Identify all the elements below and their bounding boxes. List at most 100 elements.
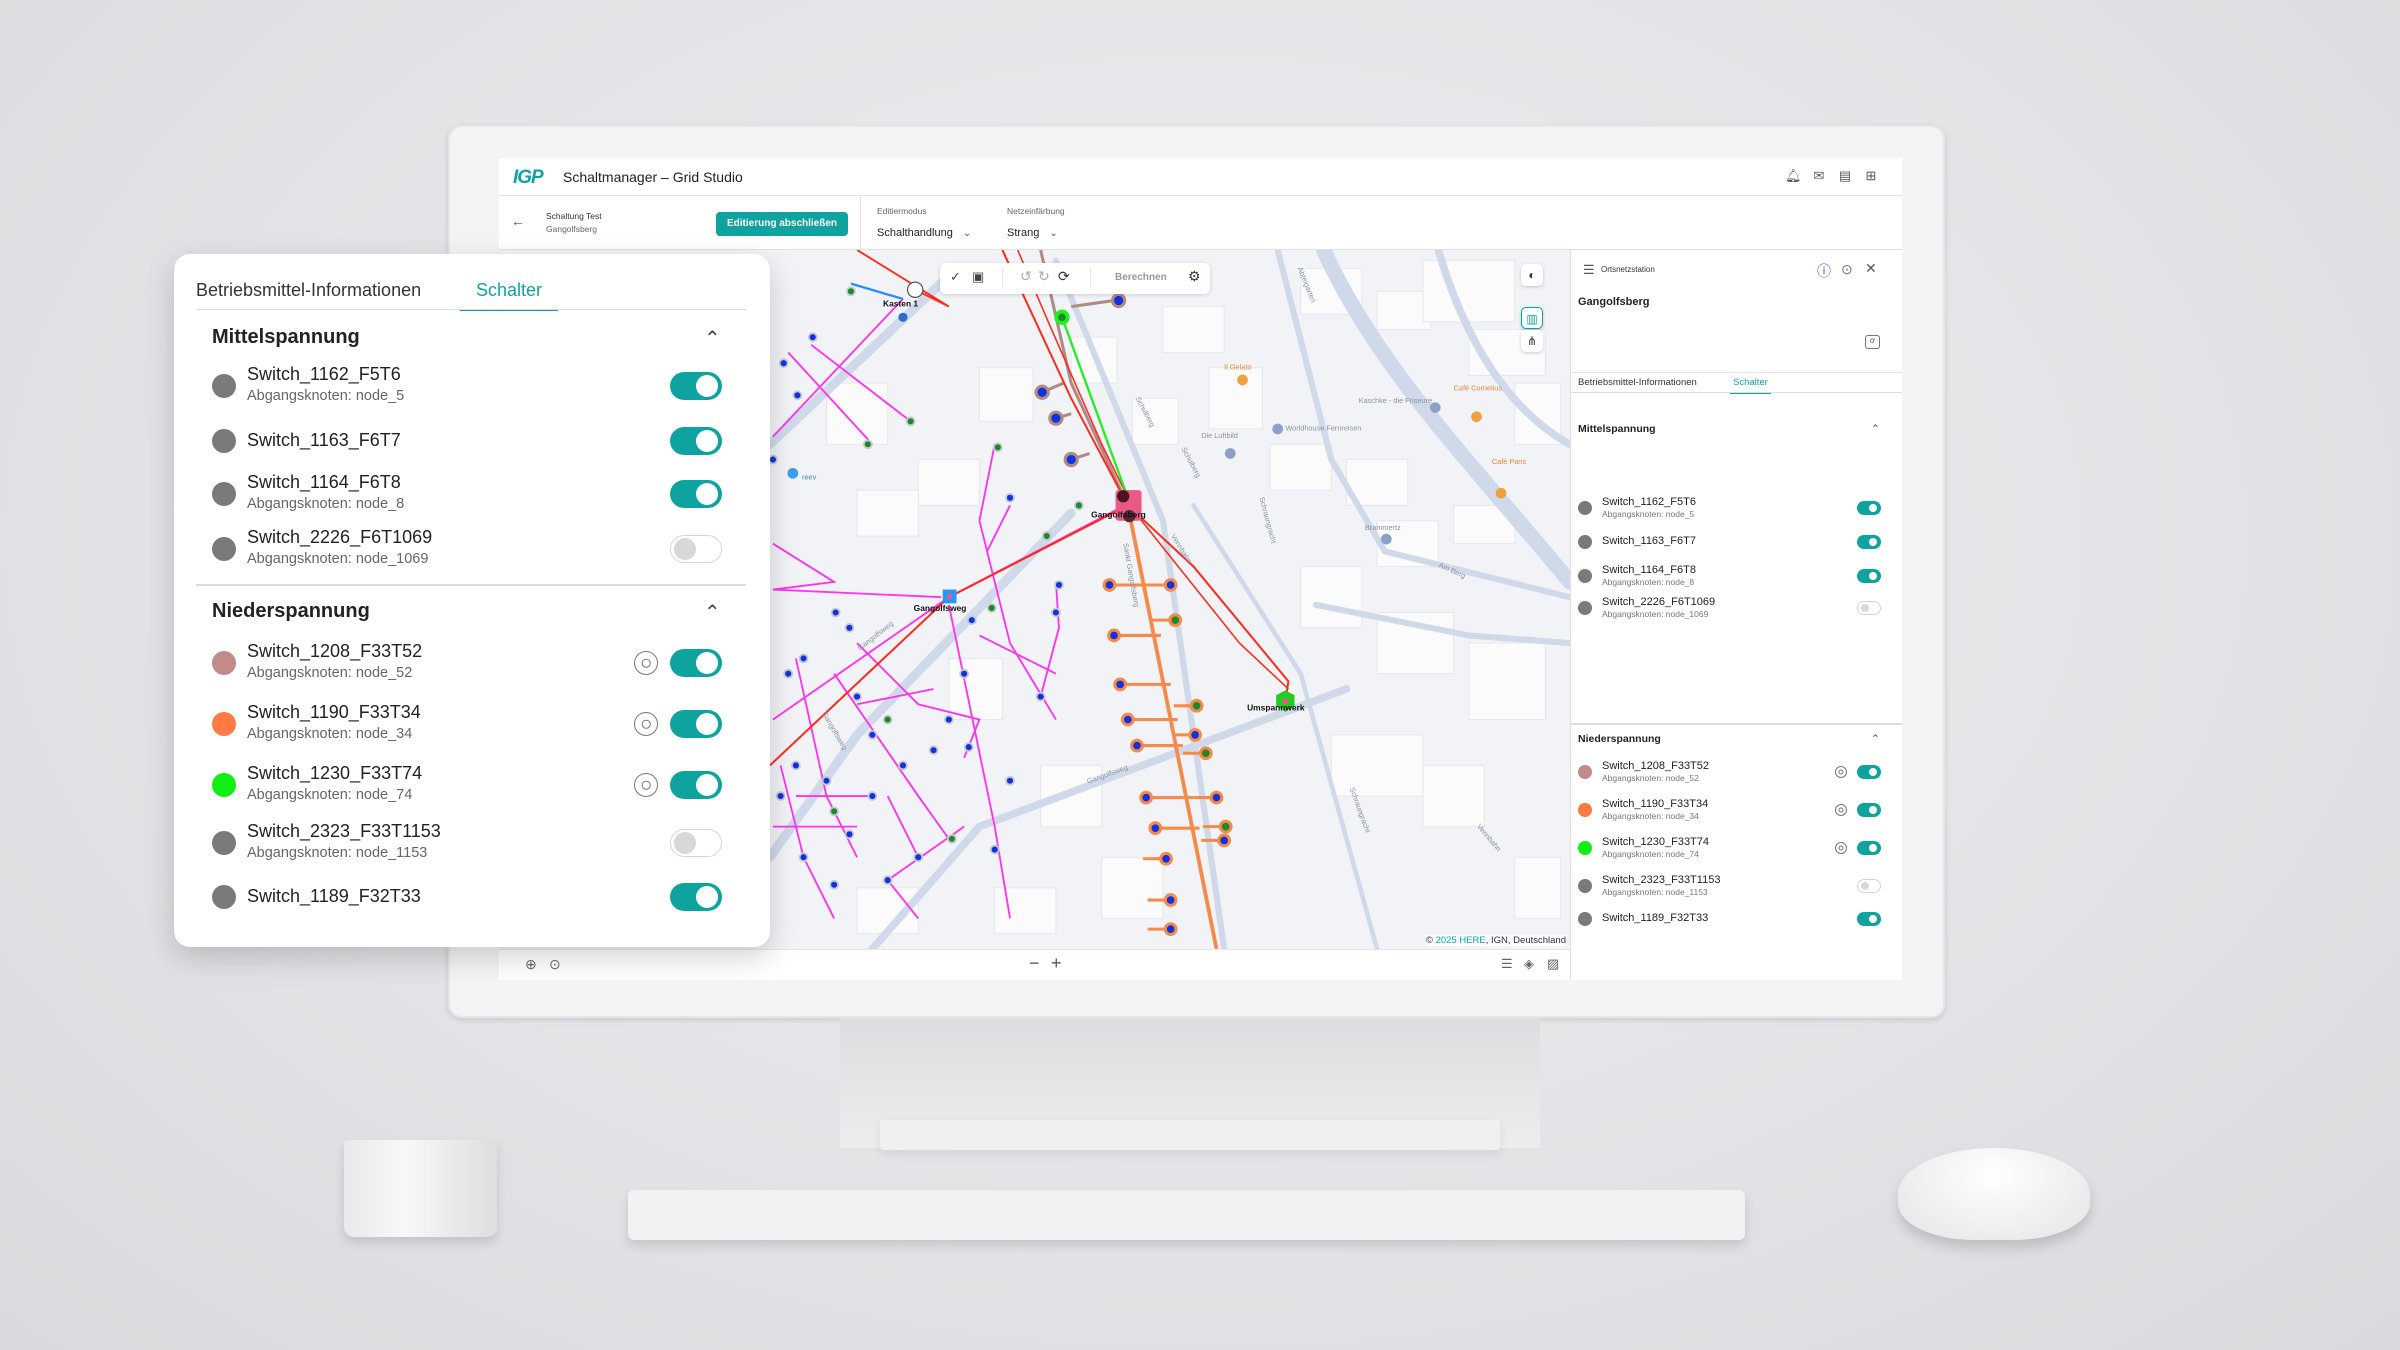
lv-node-center[interactable] <box>1162 854 1170 863</box>
lv-node-center[interactable] <box>1171 616 1180 624</box>
tab-betriebsmittel[interactable]: Betriebsmittel-Informationen <box>1578 377 1697 388</box>
switch-toggle[interactable] <box>1857 765 1881 779</box>
tab-betriebsmittel[interactable]: Betriebsmittel-Informationen <box>196 280 422 300</box>
chevron-up-icon[interactable]: ⌃ <box>704 328 721 350</box>
switch-toggle[interactable] <box>1857 803 1881 817</box>
tab-schalter[interactable]: Schalter <box>460 280 559 311</box>
grid-icon[interactable]: ⊞ <box>1865 168 1877 183</box>
lv-node-center[interactable] <box>884 716 891 723</box>
lv-node-center[interactable] <box>1221 822 1230 831</box>
switch-toggle[interactable] <box>1857 501 1881 515</box>
lv-node-center[interactable] <box>961 670 968 677</box>
zoom-out-button[interactable]: − <box>1029 953 1040 973</box>
lv-node-center[interactable] <box>1192 701 1201 710</box>
lv-magenta-line[interactable] <box>978 444 1057 721</box>
lv-node-center[interactable] <box>1006 494 1014 501</box>
mv-line[interactable] <box>856 250 950 308</box>
lv-node-center[interactable] <box>1142 793 1150 802</box>
editiermodus-select[interactable]: Schalthandlung ⌄ <box>877 223 971 241</box>
switch-toggle[interactable] <box>1857 879 1881 893</box>
switch-toggle[interactable] <box>1857 535 1881 549</box>
lv-node-center[interactable] <box>1166 925 1175 933</box>
lv-magenta-line[interactable] <box>772 588 942 599</box>
lv-node-center[interactable] <box>994 444 1001 451</box>
lv-node-center[interactable] <box>1151 824 1160 832</box>
lv-magenta-line[interactable] <box>986 505 1011 552</box>
gangolfsweg-node-center[interactable] <box>946 593 953 600</box>
lv-node-center[interactable] <box>991 846 998 853</box>
undo-icon[interactable]: ↺ <box>1020 268 1032 284</box>
locate-icon[interactable]: ⊙ <box>549 956 561 972</box>
lv-node-center[interactable] <box>846 831 853 838</box>
redo-icon[interactable]: ↻ <box>1038 268 1050 284</box>
switch-toggle[interactable] <box>670 710 722 738</box>
brown-node-center[interactable] <box>1066 454 1076 465</box>
switch-toggle[interactable] <box>670 649 722 677</box>
switch-toggle[interactable] <box>670 771 722 799</box>
calculate-button[interactable]: Berechnen <box>1115 272 1167 283</box>
lv-magenta-line[interactable] <box>810 344 912 423</box>
menu-icon[interactable]: ☰ <box>1583 262 1595 277</box>
mv-line[interactable] <box>1016 250 1289 690</box>
brown-line[interactable] <box>1039 250 1130 507</box>
lv-node-center[interactable] <box>777 792 784 800</box>
lv-node-center[interactable] <box>948 835 955 842</box>
brown-node-center[interactable] <box>1037 387 1047 397</box>
switch-toggle[interactable] <box>670 883 722 911</box>
green-line[interactable] <box>1060 316 1129 499</box>
switch-diagram-icon[interactable]: ơ <box>1865 335 1880 349</box>
locate-target-icon[interactable] <box>634 773 658 797</box>
lv-node-center[interactable] <box>854 693 861 700</box>
document-icon[interactable]: ▤ <box>1838 168 1852 183</box>
locate-target-icon[interactable] <box>1835 766 1847 778</box>
lv-node-center[interactable] <box>1212 793 1221 802</box>
image-icon[interactable]: ▨ <box>1547 956 1560 971</box>
lv-node-center[interactable] <box>988 604 995 611</box>
lv-node-center[interactable] <box>864 441 871 448</box>
here-link[interactable]: 2025 HERE <box>1435 935 1486 946</box>
lv-node-center[interactable] <box>785 670 792 677</box>
lv-magenta-line[interactable] <box>979 634 1057 675</box>
lv-magenta-line[interactable] <box>947 604 1011 919</box>
brown-node-center[interactable] <box>1051 413 1061 423</box>
lv-node-center[interactable] <box>869 792 876 800</box>
locate-target-icon[interactable] <box>1835 804 1847 816</box>
lv-magenta-line[interactable] <box>833 673 950 840</box>
lv-node-center[interactable] <box>831 808 838 815</box>
mail-icon[interactable]: ✉ <box>1813 168 1825 183</box>
switch-toggle[interactable] <box>670 829 722 857</box>
chevron-up-icon[interactable]: ⌃ <box>704 602 721 624</box>
lv-node-center[interactable] <box>1191 731 1199 739</box>
brown-node-center[interactable] <box>1114 295 1124 306</box>
network-map[interactable]: Kasten 1 Gangolfsberg Gangolfsweg Umspannwe… <box>499 250 1570 949</box>
lv-node-center[interactable] <box>792 762 799 769</box>
lv-node-center[interactable] <box>769 456 777 463</box>
switch-toggle[interactable] <box>1857 601 1881 615</box>
switch-toggle[interactable] <box>1857 569 1881 583</box>
lv-magenta-line[interactable] <box>856 688 934 706</box>
lv-node-center[interactable] <box>1037 693 1044 700</box>
chevron-up-icon[interactable]: ⌃ <box>1871 423 1880 435</box>
mv-line[interactable] <box>1001 250 1290 702</box>
lv-node-center[interactable] <box>831 881 838 888</box>
save-icon[interactable]: ▣ <box>972 269 985 284</box>
lv-magenta-line[interactable] <box>772 542 837 591</box>
lv-node-center[interactable] <box>1133 741 1141 750</box>
lv-node-center[interactable] <box>846 624 853 631</box>
lv-node-center[interactable] <box>899 762 907 769</box>
locate-target-icon[interactable] <box>634 712 658 736</box>
lv-node-center[interactable] <box>794 392 801 399</box>
lv-node-center[interactable] <box>800 655 807 662</box>
lv-node-center[interactable] <box>930 747 937 754</box>
tab-schalter[interactable]: Schalter <box>1730 377 1771 394</box>
lv-node-center[interactable] <box>1201 749 1210 758</box>
lv-node-center[interactable] <box>1166 896 1175 904</box>
finish-editing-button[interactable]: Editierung abschließen <box>716 212 848 236</box>
alert-comment-icon[interactable]: ⓘ <box>1817 263 1831 279</box>
kasten-node[interactable] <box>906 281 924 299</box>
lv-node-center[interactable] <box>800 854 807 861</box>
lv-node-center[interactable] <box>869 731 876 738</box>
lv-node-center[interactable] <box>1220 836 1228 845</box>
lv-node-center[interactable] <box>847 288 855 295</box>
blue-line[interactable] <box>850 282 904 301</box>
